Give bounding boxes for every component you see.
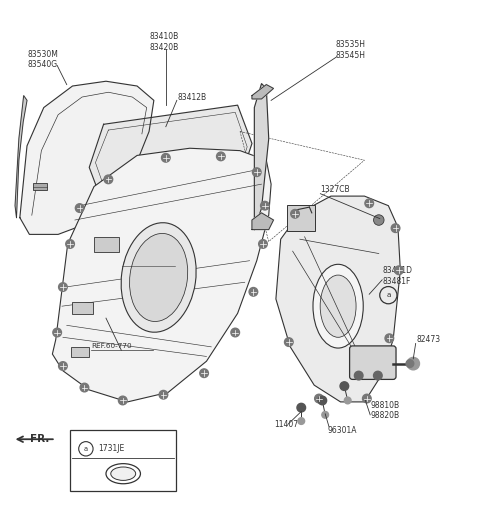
- Circle shape: [340, 382, 348, 390]
- Circle shape: [161, 153, 170, 162]
- Text: 83535H
83545H: 83535H 83545H: [336, 40, 366, 60]
- Polygon shape: [252, 84, 274, 99]
- Circle shape: [407, 357, 420, 370]
- Text: REF.60-770: REF.60-770: [92, 343, 132, 349]
- Circle shape: [385, 334, 394, 342]
- Text: 83471D
83481F: 83471D 83481F: [383, 267, 413, 286]
- Text: REF.60-770: REF.60-770: [123, 261, 156, 266]
- Text: 1731JE: 1731JE: [98, 444, 124, 453]
- Circle shape: [249, 287, 258, 296]
- Text: 98810B
98820B: 98810B 98820B: [370, 401, 399, 420]
- Circle shape: [231, 328, 240, 337]
- Polygon shape: [52, 148, 271, 402]
- FancyBboxPatch shape: [71, 347, 89, 357]
- Text: 83530M
83540G: 83530M 83540G: [27, 50, 58, 70]
- Circle shape: [354, 371, 363, 380]
- Circle shape: [104, 175, 113, 184]
- Circle shape: [362, 394, 371, 403]
- FancyBboxPatch shape: [349, 346, 396, 380]
- Text: 1327CB: 1327CB: [321, 185, 350, 194]
- Polygon shape: [20, 81, 154, 234]
- Polygon shape: [89, 105, 252, 205]
- Ellipse shape: [111, 467, 136, 481]
- Circle shape: [53, 328, 61, 337]
- Ellipse shape: [313, 264, 363, 348]
- Circle shape: [159, 390, 168, 399]
- Circle shape: [119, 396, 127, 405]
- FancyBboxPatch shape: [287, 205, 315, 230]
- Ellipse shape: [130, 234, 188, 321]
- Circle shape: [285, 338, 293, 346]
- Circle shape: [344, 397, 351, 404]
- Circle shape: [66, 239, 74, 249]
- Circle shape: [59, 362, 67, 370]
- Text: FR.: FR.: [30, 434, 50, 444]
- Circle shape: [252, 168, 261, 176]
- Circle shape: [59, 282, 67, 292]
- Text: 83410B
83420B: 83410B 83420B: [149, 32, 178, 52]
- Circle shape: [75, 204, 84, 212]
- Polygon shape: [254, 83, 269, 229]
- Circle shape: [373, 371, 382, 380]
- Ellipse shape: [121, 222, 196, 332]
- Circle shape: [318, 396, 326, 405]
- Circle shape: [298, 418, 305, 424]
- Circle shape: [297, 404, 306, 412]
- Text: 11407: 11407: [275, 420, 299, 429]
- Circle shape: [259, 239, 267, 249]
- Text: a: a: [84, 446, 88, 452]
- Polygon shape: [15, 96, 27, 218]
- FancyBboxPatch shape: [33, 183, 47, 190]
- Circle shape: [391, 224, 400, 233]
- Circle shape: [365, 199, 373, 208]
- Circle shape: [406, 360, 414, 367]
- Circle shape: [216, 152, 225, 161]
- Circle shape: [261, 201, 269, 210]
- Text: 96301A: 96301A: [327, 426, 357, 435]
- Circle shape: [200, 369, 208, 378]
- Polygon shape: [252, 213, 274, 229]
- FancyBboxPatch shape: [94, 237, 120, 252]
- Circle shape: [322, 412, 328, 418]
- Circle shape: [395, 266, 403, 275]
- FancyBboxPatch shape: [70, 430, 176, 491]
- Ellipse shape: [106, 464, 141, 484]
- Ellipse shape: [373, 215, 384, 225]
- Polygon shape: [276, 196, 400, 402]
- Text: a: a: [386, 292, 391, 298]
- Text: 82473: 82473: [416, 335, 440, 344]
- Circle shape: [315, 394, 323, 403]
- Circle shape: [291, 210, 300, 218]
- Ellipse shape: [320, 275, 356, 337]
- FancyBboxPatch shape: [72, 302, 93, 314]
- Circle shape: [80, 383, 89, 392]
- Text: 83412B: 83412B: [178, 92, 207, 101]
